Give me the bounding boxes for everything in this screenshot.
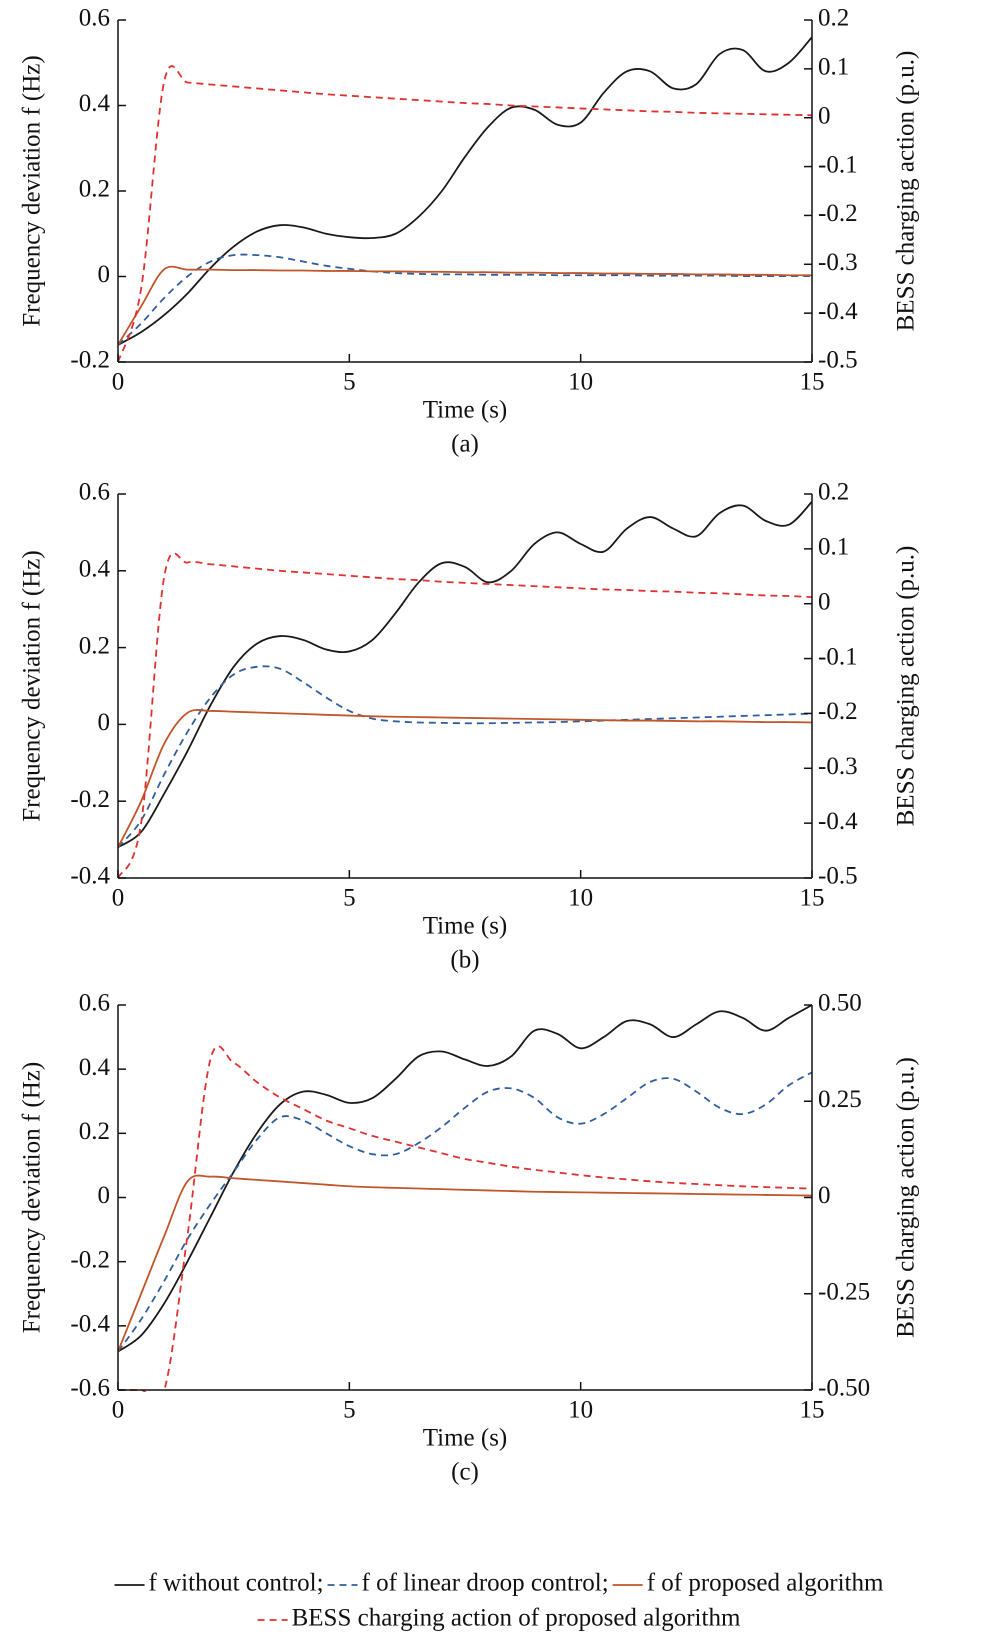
legend-label: BESS charging action of proposed algorit… [292, 1605, 741, 1632]
y-tick-label: 0.6 [79, 990, 110, 1017]
y2-tick-label: -0.5 [818, 347, 858, 374]
y2-tick-label: 0.2 [818, 5, 849, 32]
x-tick-label: 0 [112, 1397, 125, 1424]
x-axis-label: Time (s) [423, 913, 508, 940]
series-line [118, 1045, 812, 1392]
legend-row: f without control; f of linear droop cont… [114, 1570, 884, 1597]
legend-label: f of proposed algorithm [647, 1570, 884, 1597]
series-line [118, 36, 812, 346]
y-tick-label: 0 [98, 709, 111, 736]
x-tick-label: 0 [112, 369, 125, 396]
y-tick-label: -0.2 [70, 347, 110, 374]
x-tick-label: 5 [343, 885, 356, 912]
y2-tick-label: 0 [818, 588, 831, 615]
y-tick-label: 0.2 [79, 1118, 110, 1145]
x-tick-label: 5 [343, 369, 356, 396]
y-tick-label: 0.4 [79, 556, 111, 583]
y-tick-label: 0.2 [79, 632, 110, 659]
y2-tick-label: 0.1 [818, 54, 849, 81]
y2-tick-label: -0.2 [818, 698, 858, 725]
series-line [118, 1004, 812, 1353]
legend-separator: ; [317, 1570, 324, 1597]
y-tick-label: -0.4 [70, 1311, 110, 1338]
y-tick-label: 0.6 [79, 479, 110, 506]
series-line [118, 65, 812, 363]
legend-separator: ; [602, 1570, 609, 1597]
y2-tick-label: -0.1 [818, 643, 858, 670]
x-axis-label: Time (s) [423, 397, 508, 424]
y2-tick-label: 0.2 [818, 479, 849, 506]
y2-tick-label: 0 [818, 1182, 831, 1209]
y-tick-label: -0.2 [70, 1246, 110, 1273]
y-tick-label: -0.2 [70, 786, 110, 813]
series-line [118, 501, 812, 849]
y-axis-label: Frequency deviation f (Hz) [19, 1062, 46, 1333]
series-line [118, 253, 812, 346]
x-tick-label: 15 [800, 885, 825, 912]
legend-row: BESS charging action of proposed algorit… [257, 1605, 741, 1632]
legend-label: f without control [149, 1570, 317, 1597]
series-line [118, 1174, 812, 1352]
y2-tick-label: 0.25 [818, 1086, 862, 1113]
x-tick-label: 10 [568, 885, 593, 912]
caption: (b) [450, 947, 479, 974]
series-line [118, 1071, 812, 1353]
x-tick-label: 5 [343, 1397, 356, 1424]
series-line [118, 265, 812, 346]
y-tick-label: 0.4 [79, 1054, 111, 1081]
y2-tick-label: -0.4 [818, 298, 858, 325]
y2-tick-label: 0 [818, 102, 831, 129]
y2-axis-label: BESS charging action (p.u.) [893, 51, 920, 332]
y2-tick-label: -0.1 [818, 151, 858, 178]
y2-tick-label: -0.2 [818, 200, 858, 227]
y-axis-label: Frequency deviation f (Hz) [19, 55, 46, 326]
y2-axis-label: BESS charging action (p.u.) [893, 1057, 920, 1338]
x-tick-label: 15 [800, 369, 825, 396]
y2-tick-label: -0.3 [818, 249, 858, 276]
x-tick-label: 0 [112, 885, 125, 912]
series-line [118, 552, 812, 879]
y-tick-label: 0 [98, 261, 111, 288]
y-tick-label: 0.4 [79, 90, 111, 117]
y2-tick-label: -0.3 [818, 753, 858, 780]
y-tick-label: -0.4 [70, 863, 110, 890]
y2-tick-label: -0.5 [818, 863, 858, 890]
y2-tick-label: 0.1 [818, 534, 849, 561]
y2-tick-label: -0.4 [818, 808, 858, 835]
y-axis-label: Frequency deviation f (Hz) [19, 550, 46, 821]
series-line [118, 665, 812, 848]
y-tick-label: 0.2 [79, 176, 110, 203]
x-tick-label: 10 [568, 369, 593, 396]
y-tick-label: -0.6 [70, 1375, 110, 1402]
x-tick-label: 10 [568, 1397, 593, 1424]
series-line [118, 709, 812, 848]
x-axis-label: Time (s) [423, 1425, 508, 1452]
y2-tick-label: 0.50 [818, 990, 862, 1017]
x-tick-label: 15 [800, 1397, 825, 1424]
legend-label: f of linear droop control [362, 1570, 602, 1597]
caption: (a) [451, 431, 479, 458]
y-tick-label: 0.6 [79, 5, 110, 32]
y2-tick-label: -0.50 [818, 1375, 870, 1402]
y2-tick-label: -0.25 [818, 1278, 870, 1305]
caption: (c) [451, 1459, 479, 1486]
y-tick-label: 0 [98, 1182, 111, 1209]
y2-axis-label: BESS charging action (p.u.) [893, 546, 920, 827]
